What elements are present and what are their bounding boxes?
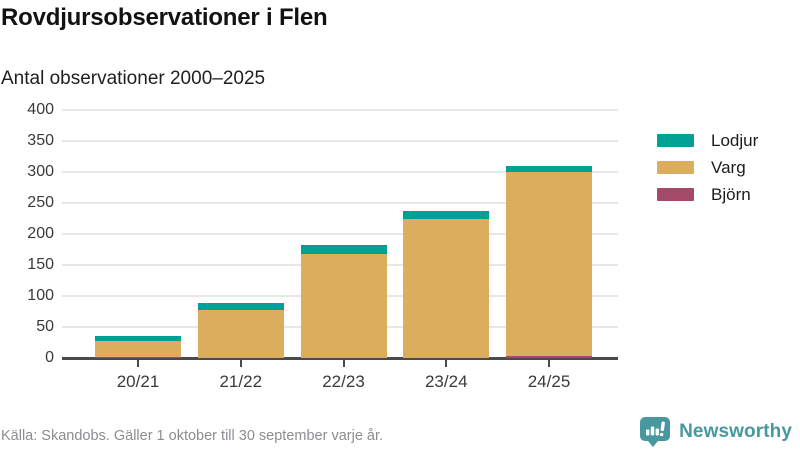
chart-subtitle: Antal observationer 2000–2025 [1, 68, 266, 89]
y-axis-tick-label: 0 [45, 349, 54, 366]
gridline [62, 171, 618, 173]
bar-22/23 [300, 110, 387, 358]
newsworthy-speech-bubble-chart-icon [638, 416, 671, 447]
x-axis-tick [445, 360, 448, 367]
legend-swatch [657, 188, 694, 201]
y-axis-tick-label: 200 [27, 225, 54, 242]
bar-segment-lodjur [506, 165, 592, 172]
x-axis-line [62, 357, 618, 360]
x-axis-tick-label: 20/21 [116, 372, 160, 391]
x-axis-tick [239, 360, 242, 367]
bar-segment-varg [300, 254, 387, 358]
y-axis-tick-label: 150 [27, 256, 54, 273]
legend-item-lodjur: Lodjur [657, 127, 758, 154]
y-axis-tick-label: 250 [27, 194, 54, 211]
bar-21/22 [197, 110, 284, 358]
x-axis-tick-label: 22/23 [322, 372, 365, 391]
bar-segment-varg [95, 340, 181, 357]
page-title: Rovdjursobservationer i Flen [1, 4, 328, 31]
newsworthy-wordmark: Newsworthy [679, 420, 792, 442]
bar-23/24 [403, 110, 490, 358]
x-axis-tick [342, 360, 345, 367]
bar-20/21 [95, 110, 181, 358]
x-axis-tick [548, 360, 550, 367]
newsworthy-logo: Newsworthy [638, 416, 792, 447]
gridline [62, 140, 618, 142]
legend-label: Varg [711, 157, 746, 177]
gridline [62, 202, 618, 204]
bar-segment-lodjur [300, 244, 387, 255]
y-axis-tick-label: 100 [27, 287, 54, 304]
bar-segment-varg [197, 309, 284, 358]
y-axis-tick-label: 400 [27, 101, 54, 118]
x-axis-tick-label: 21/22 [219, 372, 263, 391]
bar-24/25 [506, 110, 592, 358]
bar-segment-björn [506, 356, 592, 358]
bar-segment-lodjur [197, 302, 284, 310]
bar-segment-lodjur [403, 211, 490, 219]
legend-swatch [657, 161, 694, 174]
legend-label: Lodjur [711, 130, 759, 150]
chart-legend: Lodjur Varg Björn [657, 127, 758, 208]
gridline [62, 233, 618, 235]
y-axis-tick-label: 50 [36, 318, 54, 335]
bar-segment-lodjur [95, 336, 181, 341]
gridline [62, 109, 618, 111]
x-axis-tick-label: 24/25 [527, 372, 571, 391]
legend-item-varg: Varg [657, 154, 758, 181]
y-axis-tick-label: 350 [27, 132, 54, 149]
x-axis: 20/21 21/22 22/23 23/24 24/25 [62, 358, 618, 398]
legend-item-bjorn: Björn [657, 181, 758, 208]
bar-segment-björn [95, 356, 181, 358]
x-axis-tick [137, 360, 139, 367]
x-axis-tick-label: 23/24 [424, 372, 468, 391]
legend-label: Björn [711, 184, 751, 204]
legend-swatch [657, 134, 694, 147]
source-note: Källa: Skandobs. Gäller 1 oktober till 3… [1, 428, 384, 444]
y-axis: 0 50 100 150 200 250 300 350 400 [0, 101, 56, 366]
y-axis-tick-label: 300 [27, 163, 54, 180]
stacked-bar-chart [62, 109, 618, 360]
bar-segment-varg [506, 172, 592, 357]
bar-segment-varg [403, 218, 490, 358]
